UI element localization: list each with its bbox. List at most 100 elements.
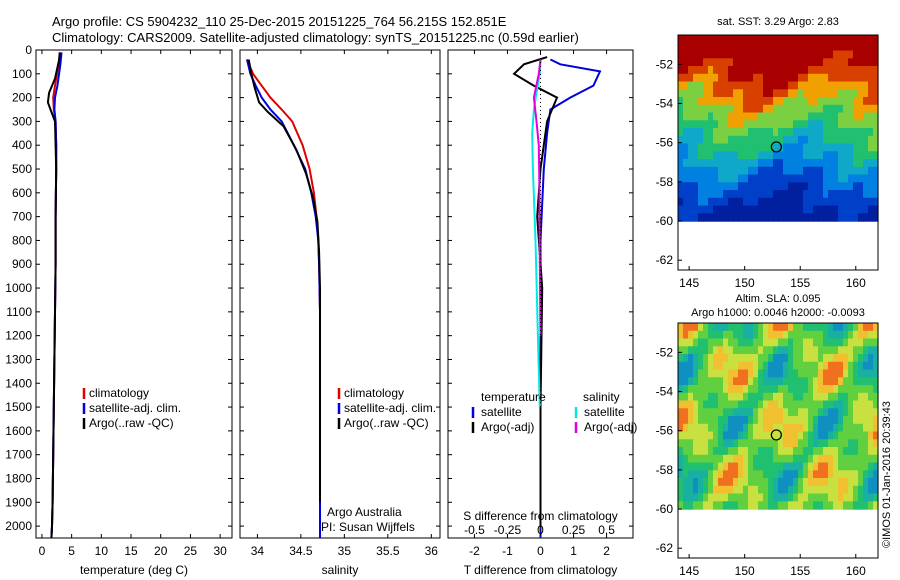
map-cell	[868, 454, 874, 464]
map-cell	[768, 346, 774, 355]
map-cell	[823, 58, 829, 67]
map-cell	[758, 104, 764, 114]
map-cell	[833, 73, 839, 83]
map-cell	[868, 182, 874, 191]
map-cell	[843, 73, 849, 83]
map-cell	[813, 369, 819, 378]
map-cell	[683, 323, 689, 332]
map-cell	[823, 205, 829, 214]
map-cell	[758, 416, 764, 425]
map-cell	[758, 205, 764, 214]
map-cell	[788, 346, 794, 355]
map-cell	[778, 385, 784, 394]
y-tick-label: 800	[12, 233, 32, 247]
map-cell	[678, 447, 684, 456]
map-cell	[823, 190, 829, 199]
map-cell	[773, 330, 779, 340]
map-cell	[703, 35, 709, 44]
map-cell	[798, 205, 804, 214]
map-cell	[723, 392, 729, 402]
map-cell	[738, 423, 744, 433]
map-cell	[803, 135, 809, 145]
map-cell	[763, 408, 769, 417]
map-cell	[763, 159, 769, 168]
map-cell	[723, 42, 729, 52]
map-cell	[753, 190, 759, 199]
map-cell	[693, 369, 699, 378]
map-cell	[823, 361, 829, 371]
map-cell	[813, 346, 819, 355]
map-cell	[748, 330, 754, 340]
map-cell	[833, 128, 839, 137]
map-cell	[738, 501, 744, 510]
map-cell	[793, 377, 799, 386]
map-cell	[708, 408, 714, 417]
map-cell	[868, 58, 874, 67]
map-cell	[723, 323, 729, 332]
map-cell	[758, 431, 764, 440]
map-cell	[808, 385, 814, 394]
map-cell	[688, 400, 694, 409]
map-cell	[788, 423, 794, 433]
map-cell	[778, 462, 784, 471]
map-cell	[708, 447, 714, 456]
map-cell	[798, 354, 804, 363]
map-cell	[818, 485, 824, 495]
map-cell	[738, 66, 744, 75]
map-cell	[693, 213, 699, 222]
map-cell	[848, 369, 854, 378]
map-cell	[833, 454, 839, 464]
map-cell	[828, 462, 834, 471]
y-tick-label: 100	[12, 67, 32, 81]
map-cell	[833, 447, 839, 456]
map-cell	[728, 470, 734, 479]
map-cell	[683, 400, 689, 409]
map-cell	[803, 89, 809, 98]
map-cell	[793, 182, 799, 191]
map-cell	[743, 89, 749, 98]
map-cell	[868, 369, 874, 378]
map-cell	[813, 128, 819, 137]
map-cell	[743, 104, 749, 114]
map-cell	[783, 454, 789, 464]
map-cell	[698, 120, 704, 129]
map-cell	[828, 159, 834, 168]
map-cell	[788, 73, 794, 83]
map-cell	[858, 81, 864, 90]
map-cell	[758, 361, 764, 371]
map-cell	[698, 478, 704, 487]
map-cell	[843, 97, 849, 106]
map-cell	[838, 159, 844, 168]
map-cell	[868, 447, 874, 456]
map-cell	[863, 151, 869, 160]
map-cell	[788, 377, 794, 386]
map-cell	[768, 66, 774, 75]
map-cell	[793, 330, 799, 340]
map-cell	[798, 385, 804, 394]
map-cell	[783, 197, 789, 207]
map-cell	[788, 66, 794, 75]
map-cell	[838, 354, 844, 363]
map-cell	[808, 423, 814, 433]
map-cell	[843, 190, 849, 199]
map-cell	[793, 416, 799, 425]
map-cell	[728, 104, 734, 114]
map-cell	[828, 182, 834, 191]
series-line-argo-raw-qc-	[247, 59, 321, 503]
map-cell	[783, 42, 789, 52]
map-cell	[733, 50, 739, 59]
map-cell	[678, 159, 684, 168]
map-cell	[763, 197, 769, 207]
map-cell	[773, 400, 779, 409]
map-cell	[803, 42, 809, 52]
map-cell	[733, 42, 739, 52]
map-cell	[713, 330, 719, 340]
map-cell	[823, 485, 829, 495]
map-cell	[763, 213, 769, 222]
map-cell	[748, 416, 754, 425]
map-cell	[728, 400, 734, 409]
map-cell	[848, 400, 854, 409]
map-cell	[823, 346, 829, 355]
map-cell	[788, 385, 794, 394]
map-cell	[803, 323, 809, 332]
